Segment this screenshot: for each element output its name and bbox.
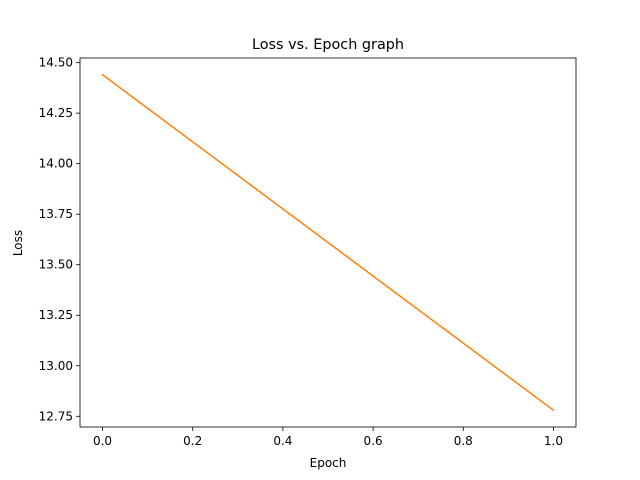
y-tick-label: 14.25 [39,106,73,120]
x-tick-label: 0.2 [183,434,202,448]
y-tick-label: 13.25 [39,308,73,322]
series-layer [101,73,555,412]
y-tick-label: 14.00 [39,157,73,171]
y-tick-label: 13.50 [39,258,73,272]
x-axis-label: Epoch [310,456,347,470]
x-tick-label: 0.4 [273,434,292,448]
y-tick-label: 12.75 [39,409,73,423]
y-tick-label: 13.75 [39,207,73,221]
x-axis-ticks: 0.0 0.2 0.4 0.6 0.8 1.0 [93,427,563,448]
plot-frame [79,57,577,428]
y-axis-label: Loss [11,230,25,256]
y-tick-label: 13.00 [39,359,73,373]
x-tick-label: 0.0 [93,434,112,448]
y-tick-label: 14.50 [39,56,73,70]
chart-title: Loss vs. Epoch graph [252,37,404,53]
y-axis-ticks: 12.75 13.00 13.25 13.50 13.75 14.00 14.25 14.50 [39,56,80,423]
x-tick-label: 1.0 [544,434,563,448]
x-tick-label: 0.6 [364,434,383,448]
x-tick-label: 0.8 [454,434,473,448]
loss-series-line [101,73,555,412]
